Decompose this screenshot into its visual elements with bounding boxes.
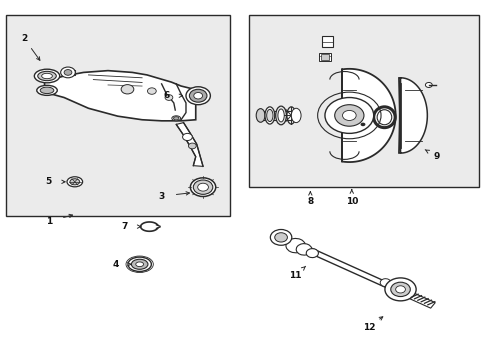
Ellipse shape: [41, 73, 52, 79]
Ellipse shape: [189, 89, 206, 102]
Ellipse shape: [34, 69, 60, 83]
Ellipse shape: [37, 85, 57, 95]
Circle shape: [390, 282, 409, 297]
Ellipse shape: [296, 244, 311, 255]
Circle shape: [334, 105, 363, 126]
Bar: [5, 15, 229, 216]
Polygon shape: [341, 69, 395, 162]
Ellipse shape: [131, 259, 148, 269]
Ellipse shape: [38, 71, 56, 81]
Circle shape: [64, 69, 72, 75]
Circle shape: [342, 111, 355, 121]
Circle shape: [425, 82, 431, 87]
Ellipse shape: [197, 183, 208, 191]
Polygon shape: [176, 123, 203, 166]
Ellipse shape: [275, 106, 286, 125]
Text: 5: 5: [45, 177, 52, 186]
Bar: [321, 36, 332, 47]
Ellipse shape: [190, 178, 215, 197]
Ellipse shape: [305, 249, 318, 258]
Ellipse shape: [256, 109, 264, 122]
Ellipse shape: [266, 109, 272, 122]
Circle shape: [395, 286, 405, 293]
Circle shape: [182, 134, 192, 140]
Ellipse shape: [70, 179, 80, 185]
Ellipse shape: [67, 177, 82, 187]
Text: 3: 3: [158, 192, 164, 201]
Ellipse shape: [193, 93, 202, 99]
Ellipse shape: [128, 257, 151, 271]
Circle shape: [274, 233, 287, 242]
Text: 4: 4: [112, 260, 118, 269]
Polygon shape: [44, 71, 195, 121]
Ellipse shape: [291, 108, 301, 123]
Bar: [318, 53, 330, 61]
Ellipse shape: [285, 238, 305, 253]
Text: 7: 7: [122, 222, 128, 231]
Circle shape: [147, 88, 156, 94]
Bar: [320, 54, 329, 59]
Bar: [5, 15, 229, 216]
Circle shape: [384, 278, 415, 301]
Ellipse shape: [173, 117, 179, 120]
Circle shape: [270, 229, 291, 245]
Circle shape: [164, 95, 172, 100]
Ellipse shape: [171, 116, 180, 121]
Text: 1: 1: [46, 217, 53, 226]
Bar: [261, 111, 298, 120]
Circle shape: [325, 98, 373, 134]
Circle shape: [61, 67, 75, 78]
Ellipse shape: [40, 87, 54, 94]
Bar: [249, 15, 478, 187]
Text: 11: 11: [289, 270, 301, 279]
Polygon shape: [398, 78, 427, 153]
Ellipse shape: [193, 180, 212, 194]
Text: 2: 2: [21, 34, 27, 43]
Circle shape: [360, 123, 365, 126]
Circle shape: [121, 85, 134, 94]
Bar: [409, 293, 434, 308]
Text: 12: 12: [362, 323, 374, 332]
Text: 10: 10: [345, 197, 357, 206]
Circle shape: [188, 143, 196, 149]
Text: 9: 9: [433, 152, 439, 161]
Ellipse shape: [380, 279, 390, 287]
Ellipse shape: [185, 87, 210, 105]
Ellipse shape: [386, 281, 399, 291]
Text: 6: 6: [163, 91, 169, 100]
Text: 8: 8: [306, 197, 313, 206]
Ellipse shape: [264, 107, 274, 124]
Ellipse shape: [136, 262, 143, 267]
Polygon shape: [61, 69, 75, 75]
Bar: [249, 15, 478, 187]
Ellipse shape: [277, 109, 284, 122]
